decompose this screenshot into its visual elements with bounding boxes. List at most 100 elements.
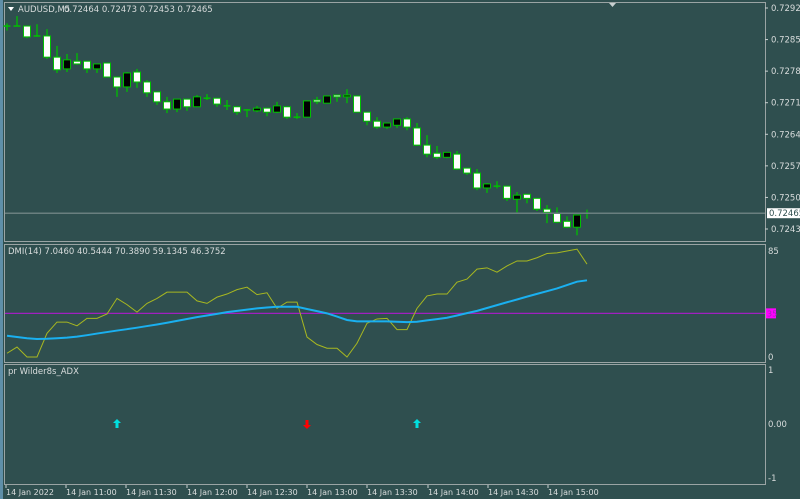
- dmi-indicator-title: DMI(14) 7.0460 40.5444 70.3890 59.1345 4…: [8, 247, 226, 257]
- candle-body: [23, 25, 31, 38]
- candle: [53, 45, 61, 73]
- candle-body: [173, 98, 181, 110]
- candle-body: [73, 60, 81, 65]
- candle: [483, 182, 491, 193]
- candle: [253, 105, 261, 113]
- adx-panel-border: [4, 364, 766, 485]
- svg-text:14 Jan 2022: 14 Jan 2022: [6, 488, 54, 497]
- candle-body: [393, 118, 401, 126]
- adx-indicator-title: pr Wilder8s_ADX: [8, 367, 79, 377]
- candle: [473, 169, 481, 191]
- candle: [513, 192, 521, 213]
- candle: [333, 94, 341, 102]
- dropdown-triangle-icon[interactable]: [8, 7, 14, 11]
- dmi-panel-border: [4, 244, 766, 363]
- candle: [303, 100, 311, 118]
- candle-body: [143, 81, 151, 94]
- adx-axis-max: 1: [768, 366, 773, 376]
- time-label: 14 Jan 14:30: [487, 485, 539, 497]
- candle-body: [133, 71, 141, 83]
- svg-text:14 Jan 15:00: 14 Jan 15:00: [548, 488, 599, 497]
- candle-body: [323, 95, 331, 104]
- candle-body: [433, 152, 441, 158]
- svg-text:14 Jan 11:30: 14 Jan 11:30: [126, 488, 177, 497]
- candle-body: [573, 214, 581, 228]
- candle: [3, 23, 11, 31]
- candle-body: [553, 212, 561, 223]
- candle-body: [253, 107, 261, 112]
- candle-body: [423, 144, 431, 155]
- candle-body: [313, 99, 321, 103]
- candle: [543, 205, 551, 224]
- time-label: 14 Jan 14:00: [427, 485, 479, 497]
- candle-body: [283, 106, 291, 118]
- candle: [533, 197, 541, 211]
- candle-body: [153, 91, 161, 103]
- chart-shift-marker-icon[interactable]: [609, 3, 616, 7]
- svg-text:14 Jan 13:00: 14 Jan 13:00: [307, 488, 358, 497]
- candle-body: [413, 127, 421, 146]
- candle: [223, 100, 231, 110]
- candle: [113, 76, 121, 97]
- candle: [343, 89, 351, 104]
- svg-text:14 Jan 12:00: 14 Jan 12:00: [187, 488, 238, 497]
- candle: [433, 146, 441, 160]
- candle: [503, 185, 511, 202]
- dmi-axis-min: 0: [768, 353, 773, 363]
- candle-body: [343, 94, 351, 98]
- candle-body: [503, 185, 511, 199]
- time-label: 14 Jan 12:30: [246, 485, 298, 497]
- candle-body: [513, 194, 521, 200]
- candle-body: [383, 122, 391, 128]
- buy-arrow-icon: [113, 419, 121, 428]
- candle: [523, 193, 531, 204]
- candle: [363, 111, 371, 126]
- candle-body: [63, 59, 71, 70]
- current-price-label: 0.72465: [769, 209, 800, 219]
- candle-body: [443, 151, 451, 158]
- buy-arrow-icon: [413, 419, 421, 428]
- svg-text:14 Jan 12:30: 14 Jan 12:30: [247, 488, 298, 497]
- candle: [143, 80, 151, 97]
- candle: [13, 16, 21, 27]
- candle-body: [103, 62, 111, 78]
- candle: [563, 216, 571, 229]
- dmi-level-label: 35: [767, 309, 777, 318]
- candle-body: [183, 98, 191, 108]
- time-axis[interactable]: 14 Jan 2022 14 Jan 11:00 14 Jan 11:30 14…: [5, 485, 599, 497]
- candle: [373, 117, 381, 129]
- candle-body: [453, 153, 461, 170]
- time-label: 14 Jan 13:30: [366, 485, 418, 497]
- candle-body: [53, 56, 61, 71]
- time-label: 14 Jan 15:00: [547, 485, 599, 497]
- adx-axis-zero: 0.00: [768, 420, 787, 430]
- candle-body: [333, 94, 341, 98]
- candle-body: [473, 172, 481, 189]
- sell-arrow-icon: [303, 420, 311, 429]
- candle: [83, 60, 91, 73]
- candle: [283, 106, 291, 119]
- candle: [33, 24, 41, 37]
- candle: [423, 135, 431, 158]
- svg-text:14 Jan 13:30: 14 Jan 13:30: [367, 488, 418, 497]
- candle: [403, 117, 411, 131]
- candle: [23, 25, 31, 39]
- candle: [133, 68, 141, 88]
- signal-arrows-layer: [113, 419, 421, 429]
- dmi-axis-max: 85: [768, 247, 779, 257]
- candle-body: [273, 105, 281, 113]
- time-label: 14 Jan 2022: [5, 485, 54, 497]
- svg-text:14 Jan 14:00: 14 Jan 14:00: [428, 488, 479, 497]
- candle-body: [163, 101, 171, 110]
- candle-body: [523, 193, 531, 199]
- candle: [153, 91, 161, 105]
- candle-body: [123, 72, 131, 88]
- candle-body: [213, 97, 221, 105]
